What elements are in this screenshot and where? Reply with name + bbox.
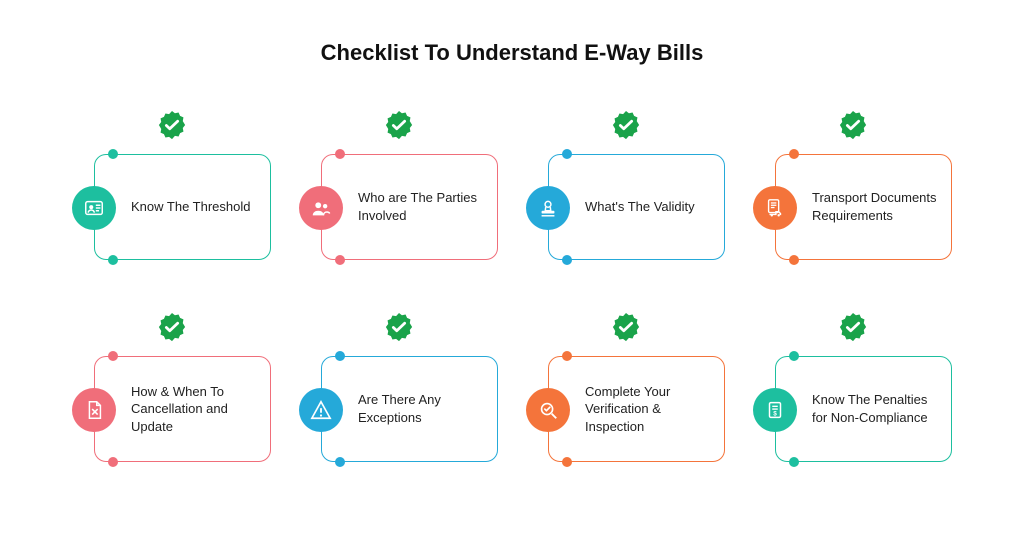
connector-dot-top [562, 149, 572, 159]
connector-dot-top [562, 351, 572, 361]
connector-dot-bottom [108, 457, 118, 467]
checklist-item: Who are The Parties Involved [299, 110, 498, 260]
connector-dot-bottom [789, 255, 799, 265]
id-card-icon [72, 186, 116, 230]
checklist-item: Are There Any Exceptions [299, 312, 498, 462]
connector-dot-top [789, 149, 799, 159]
card: Know The Penalties for Non-Compliance [775, 356, 952, 462]
checklist-item: Complete Your Verification & Inspection [526, 312, 725, 462]
connector-dot-bottom [789, 457, 799, 467]
card-label: Transport Documents Requirements [812, 189, 941, 224]
svg-text:$: $ [773, 411, 777, 418]
doc-truck-icon [753, 186, 797, 230]
check-badge-icon [611, 312, 641, 342]
penalty-icon: $ [753, 388, 797, 432]
connector-dot-bottom [108, 255, 118, 265]
page-title: Checklist To Understand E-Way Bills [0, 40, 1024, 66]
checklist-item: What's The Validity [526, 110, 725, 260]
checklist-item: Transport Documents Requirements [753, 110, 952, 260]
users-icon [299, 186, 343, 230]
card: Transport Documents Requirements [775, 154, 952, 260]
check-badge-icon [611, 110, 641, 140]
checklist-grid: Know The Threshold Who are The Parties I… [72, 110, 952, 462]
check-badge-icon [384, 110, 414, 140]
stamp-icon [526, 186, 570, 230]
connector-dot-top [108, 149, 118, 159]
check-badge-icon [384, 312, 414, 342]
checklist-item: Know The Penalties for Non-Compliance $ [753, 312, 952, 462]
doc-x-icon [72, 388, 116, 432]
connector-dot-bottom [562, 457, 572, 467]
checklist-item: How & When To Cancellation and Update [72, 312, 271, 462]
card: Are There Any Exceptions [321, 356, 498, 462]
check-badge-icon [838, 312, 868, 342]
card-label: How & When To Cancellation and Update [131, 383, 260, 436]
connector-dot-bottom [335, 255, 345, 265]
checklist-item: Know The Threshold [72, 110, 271, 260]
connector-dot-top [789, 351, 799, 361]
card: How & When To Cancellation and Update [94, 356, 271, 462]
card: Complete Your Verification & Inspection [548, 356, 725, 462]
connector-dot-top [335, 149, 345, 159]
card-label: Know The Penalties for Non-Compliance [812, 391, 941, 426]
card: What's The Validity [548, 154, 725, 260]
card-label: Who are The Parties Involved [358, 189, 487, 224]
check-badge-icon [157, 110, 187, 140]
card: Who are The Parties Involved [321, 154, 498, 260]
card-label: Complete Your Verification & Inspection [585, 383, 714, 436]
magnify-check-icon [526, 388, 570, 432]
connector-dot-top [335, 351, 345, 361]
connector-dot-bottom [562, 255, 572, 265]
card-label: What's The Validity [585, 198, 695, 216]
card: Know The Threshold [94, 154, 271, 260]
card-label: Are There Any Exceptions [358, 391, 487, 426]
check-badge-icon [838, 110, 868, 140]
alert-icon [299, 388, 343, 432]
check-badge-icon [157, 312, 187, 342]
card-label: Know The Threshold [131, 198, 250, 216]
connector-dot-bottom [335, 457, 345, 467]
connector-dot-top [108, 351, 118, 361]
